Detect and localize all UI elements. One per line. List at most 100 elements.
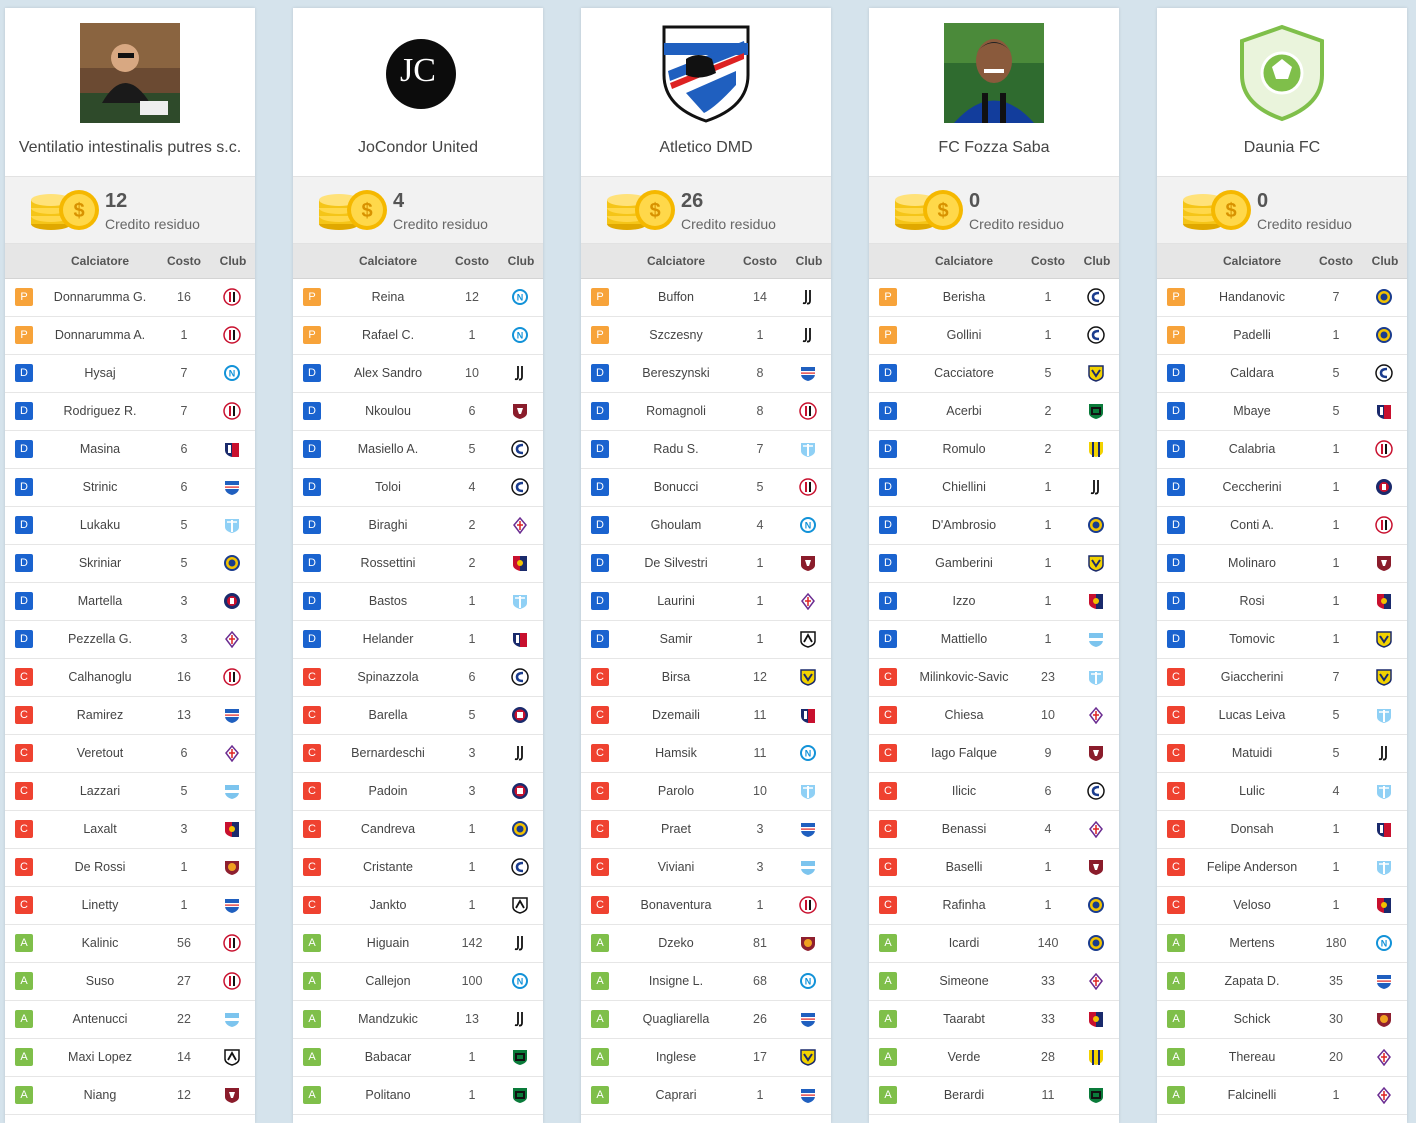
player-name[interactable]: Bereszynski xyxy=(642,366,710,380)
table-row[interactable]: C Rafinha 1 xyxy=(869,887,1119,925)
player-name[interactable]: Schick xyxy=(1233,1012,1271,1026)
table-row[interactable]: A Babacar 1 xyxy=(293,1039,543,1077)
table-row[interactable]: C Cristante 1 xyxy=(293,849,543,887)
team-name[interactable]: Daunia FC xyxy=(1243,139,1321,156)
table-row[interactable]: D Alex Sandro 10 xyxy=(293,355,543,393)
player-name[interactable]: Benassi xyxy=(941,822,987,836)
player-name[interactable]: Dzeko xyxy=(658,936,694,950)
player-name[interactable]: Radu S. xyxy=(653,442,699,456)
table-row[interactable]: C Lucas Leiva 5 xyxy=(1157,697,1407,735)
table-row[interactable]: D Bonucci 5 xyxy=(581,469,831,507)
table-row[interactable]: C Donsah 1 xyxy=(1157,811,1407,849)
table-row[interactable]: D Caldara 5 xyxy=(1157,355,1407,393)
player-name[interactable]: Veloso xyxy=(1233,898,1271,912)
table-row[interactable]: A Higuain 142 xyxy=(293,925,543,963)
col-player[interactable]: Calciatore xyxy=(1222,254,1282,268)
table-row[interactable]: C Dzemaili 11 xyxy=(581,697,831,735)
player-name[interactable]: Bernardeschi xyxy=(351,746,425,760)
table-row[interactable]: A Zapata D. 35 xyxy=(1157,963,1407,1001)
table-row[interactable]: C Giaccherini 7 xyxy=(1157,659,1407,697)
player-name[interactable]: Praet xyxy=(661,822,691,836)
table-row[interactable]: P Gollini 1 xyxy=(869,317,1119,355)
table-row[interactable]: D Lukaku 5 xyxy=(5,507,255,545)
player-name[interactable]: Gollini xyxy=(946,328,982,342)
table-row[interactable]: D Romulo 2 xyxy=(869,431,1119,469)
table-row[interactable]: P Donnarumma G. 16 xyxy=(5,279,255,317)
table-row[interactable]: D Hysaj 7 N xyxy=(5,355,255,393)
player-name[interactable]: Maxi Lopez xyxy=(68,1050,132,1064)
table-row[interactable]: C Spinazzola 6 xyxy=(293,659,543,697)
player-name[interactable]: Milinkovic-Savic xyxy=(919,670,1009,684)
table-row[interactable]: C Matuidi 5 xyxy=(1157,735,1407,773)
table-row[interactable]: A Niang 12 xyxy=(5,1077,255,1115)
player-name[interactable]: Barella xyxy=(368,708,408,722)
table-row[interactable]: C Hamsik 11 N xyxy=(581,735,831,773)
col-club[interactable]: Club xyxy=(1083,254,1111,268)
team-name[interactable]: JoCondor United xyxy=(357,139,479,156)
col-club[interactable]: Club xyxy=(219,254,247,268)
table-row[interactable]: A Kalinic 56 xyxy=(5,925,255,963)
table-row[interactable]: A Verde 28 xyxy=(869,1039,1119,1077)
player-name[interactable]: Nkoulou xyxy=(365,404,411,418)
player-name[interactable]: Bonucci xyxy=(653,480,699,494)
player-name[interactable]: Masina xyxy=(79,442,121,456)
table-row[interactable]: C Veloso 1 xyxy=(1157,887,1407,925)
player-name[interactable]: Thereau xyxy=(1228,1050,1276,1064)
player-name[interactable]: Inglese xyxy=(655,1050,697,1064)
table-row[interactable]: C Barella 5 xyxy=(293,697,543,735)
table-row[interactable]: P Buffon 14 xyxy=(581,279,831,317)
player-name[interactable]: Falcinelli xyxy=(1227,1088,1277,1102)
table-row[interactable]: C Bonaventura 1 xyxy=(581,887,831,925)
player-name[interactable]: Rossettini xyxy=(360,556,416,570)
table-row[interactable]: P Berisha 1 xyxy=(869,279,1119,317)
player-name[interactable]: Iago Falque xyxy=(930,746,998,760)
table-row[interactable]: D Molinaro 1 xyxy=(1157,545,1407,583)
table-row[interactable]: D Radu S. 7 xyxy=(581,431,831,469)
table-row[interactable]: A Icardi 140 xyxy=(869,925,1119,963)
player-name[interactable]: Taarabt xyxy=(943,1012,985,1026)
table-row[interactable]: A Suso 27 xyxy=(5,963,255,1001)
player-name[interactable]: Buffon xyxy=(658,290,694,304)
table-row[interactable]: C Viviani 3 xyxy=(581,849,831,887)
player-name[interactable]: De Silvestri xyxy=(644,556,708,570)
table-row[interactable]: P Reina 12 N xyxy=(293,279,543,317)
table-row[interactable]: P Handanovic 7 xyxy=(1157,279,1407,317)
table-row[interactable]: A Simeone 33 xyxy=(869,963,1119,1001)
table-row[interactable]: D Gamberini 1 xyxy=(869,545,1119,583)
player-name[interactable]: Alex Sandro xyxy=(353,366,423,380)
player-name[interactable]: Simeone xyxy=(939,974,989,988)
player-name[interactable]: Quagliarella xyxy=(642,1012,710,1026)
col-cost[interactable]: Costo xyxy=(167,254,201,268)
table-row[interactable]: A Inglese 17 xyxy=(581,1039,831,1077)
table-row[interactable]: C Felipe Anderson 1 xyxy=(1157,849,1407,887)
table-row[interactable]: C Parolo 10 xyxy=(581,773,831,811)
table-row[interactable]: A Thereau 20 xyxy=(1157,1039,1407,1077)
table-row[interactable]: C Veretout 6 xyxy=(5,735,255,773)
jc-logo-icon[interactable]: JC xyxy=(368,23,468,123)
player-name[interactable]: Mertens xyxy=(1229,936,1275,950)
table-row[interactable]: P Rafael C. 1 N xyxy=(293,317,543,355)
table-row[interactable]: P Donnarumma A. 1 xyxy=(5,317,255,355)
table-row[interactable]: D Rossettini 2 xyxy=(293,545,543,583)
player-name[interactable]: Lucas Leiva xyxy=(1218,708,1286,722)
player-name[interactable]: Zapata D. xyxy=(1224,974,1280,988)
table-row[interactable]: A Taarabt 33 xyxy=(869,1001,1119,1039)
table-row[interactable]: C Milinkovic-Savic 23 xyxy=(869,659,1119,697)
player-name[interactable]: Berardi xyxy=(943,1088,985,1102)
table-row[interactable]: C Jankto 1 xyxy=(293,887,543,925)
table-row[interactable]: A Dzeko 81 xyxy=(581,925,831,963)
player-name[interactable]: Dzemaili xyxy=(652,708,700,722)
table-row[interactable]: C Linetty 1 xyxy=(5,887,255,925)
table-row[interactable]: D Rosi 1 xyxy=(1157,583,1407,621)
table-row[interactable]: D Conti A. 1 xyxy=(1157,507,1407,545)
player-name[interactable]: Callejon xyxy=(365,974,411,988)
player-name[interactable]: Calhanoglu xyxy=(68,670,132,684)
player-name[interactable]: Mattiello xyxy=(940,632,988,646)
team-name[interactable]: Atletico DMD xyxy=(659,139,753,156)
player-name[interactable]: Ceccherini xyxy=(1222,480,1282,494)
table-row[interactable]: C Benassi 4 xyxy=(869,811,1119,849)
player-name[interactable]: Bastos xyxy=(368,594,408,608)
table-row[interactable]: A Mandzukic 13 xyxy=(293,1001,543,1039)
player-name[interactable]: Donnarumma A. xyxy=(54,328,146,342)
table-row[interactable]: D Laurini 1 xyxy=(581,583,831,621)
